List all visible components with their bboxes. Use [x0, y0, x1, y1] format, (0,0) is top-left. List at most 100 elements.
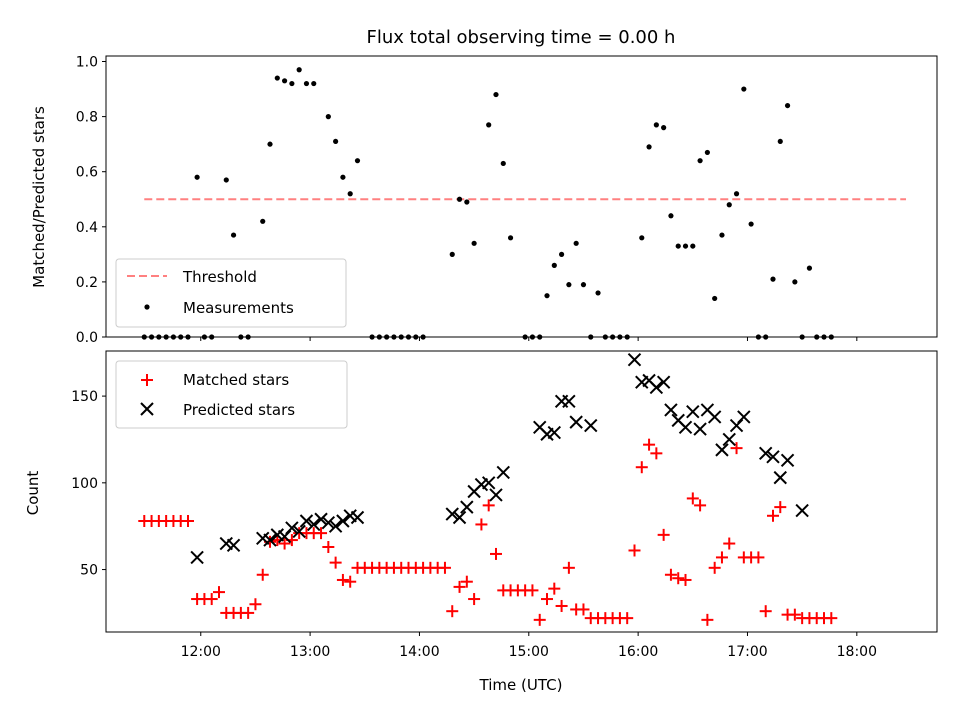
top-legend-box — [115, 258, 347, 328]
predicted-stars-point — [773, 470, 787, 485]
measurement-point — [668, 213, 674, 219]
legend-measurements-label: Measurements — [183, 299, 294, 317]
measurement-point — [784, 102, 791, 109]
predicted-stars-point — [190, 550, 204, 565]
matched-stars-point — [460, 575, 473, 588]
matched-stars-point — [628, 544, 641, 557]
predicted-stars-point — [766, 450, 780, 464]
matched-stars-point — [562, 561, 575, 574]
predicted-stars-point — [292, 524, 306, 539]
predicted-stars-point — [656, 375, 671, 389]
legend-threshold-label: Threshold — [182, 268, 257, 286]
matched-stars-point — [446, 605, 459, 618]
matched-stars-point — [621, 612, 634, 625]
measurement-point — [471, 240, 477, 246]
measurement-point — [456, 196, 463, 202]
measurement-point — [653, 122, 659, 128]
measurement-point — [682, 243, 689, 249]
matched-stars-point — [650, 447, 663, 460]
bottom-y-tick-label: 150 — [71, 389, 98, 405]
measurement-point — [464, 199, 470, 205]
predicted-stars-point — [737, 410, 751, 424]
measurement-point — [646, 144, 652, 150]
matched-stars-point — [468, 593, 481, 606]
measurement-point — [661, 125, 667, 131]
matched-stars-point — [548, 582, 561, 595]
measurement-point — [260, 218, 266, 224]
matched-stars-point — [774, 501, 787, 514]
predicted-stars-point — [649, 380, 664, 395]
predicted-stars-point — [795, 503, 809, 518]
legend-predicted-swatch — [140, 402, 154, 416]
matched-stars-point — [526, 584, 539, 597]
legend-matched-swatch — [141, 374, 153, 386]
matched-stars-point — [482, 499, 495, 512]
matched-stars-point — [672, 572, 685, 585]
predicted-stars-point — [307, 517, 321, 532]
measurement-point — [741, 86, 747, 92]
matched-stars-point — [577, 603, 590, 616]
bottom-y-tick-label: 100 — [71, 476, 98, 492]
matched-stars-point — [555, 599, 568, 612]
predicted-stars-point — [328, 519, 343, 533]
measurement-point — [194, 174, 200, 180]
bottom-x-axis: 12:00 13:00 14:00 15:00 16:00 17:00 18:00 — [181, 632, 877, 660]
predicted-stars-point — [460, 500, 474, 514]
measurement-point — [770, 276, 776, 282]
top-y-tick-label: 0.8 — [76, 110, 98, 126]
top-y-tick-label: 0.0 — [76, 330, 98, 346]
top-y-tick-label: 0.6 — [76, 165, 98, 181]
matched-stars-point — [788, 608, 801, 621]
matched-stars-point — [715, 551, 728, 564]
predicted-stars-point — [715, 443, 729, 457]
predicted-stars-point — [627, 352, 642, 367]
x-tick-label: 12:00 — [181, 644, 221, 660]
measurement-point — [354, 158, 361, 164]
predicted-stars-point — [489, 488, 503, 502]
bottom-plot-area — [138, 352, 838, 626]
matched-stars-point — [489, 547, 502, 560]
measurement-point — [806, 265, 813, 271]
matched-stars-point — [249, 598, 262, 611]
predicted-stars-point — [336, 514, 350, 528]
measurement-point — [303, 80, 310, 87]
matched-stars-point — [664, 568, 677, 581]
matched-stars-point — [242, 606, 255, 619]
matched-stars-point — [708, 561, 721, 574]
top-x-axis — [200, 337, 858, 341]
predicted-stars-point — [584, 418, 598, 433]
measurement-point — [296, 67, 302, 73]
predicted-stars-point — [496, 465, 510, 480]
measurement-point — [493, 91, 499, 98]
x-tick-label: 16:00 — [618, 644, 658, 660]
matched-stars-point — [453, 580, 466, 593]
measurement-point — [719, 232, 725, 238]
x-tick-label: 17:00 — [727, 644, 767, 660]
measurement-point — [697, 158, 703, 164]
measurement-point — [675, 243, 681, 249]
measurement-point — [777, 138, 783, 145]
top-plot-area — [141, 67, 907, 340]
measurement-point — [340, 174, 346, 180]
matched-stars-point — [752, 551, 765, 564]
measurement-point — [274, 75, 280, 81]
predicted-stars-point — [481, 476, 496, 490]
x-tick-label: 15:00 — [509, 644, 549, 660]
x-tick-label: 13:00 — [290, 644, 330, 660]
matched-stars-point — [278, 537, 291, 550]
measurement-point — [347, 191, 353, 197]
matched-stars-point — [438, 561, 451, 574]
matched-stars-point — [336, 573, 349, 586]
predicted-stars-point — [285, 521, 299, 535]
measurement-point — [704, 149, 710, 156]
measurement-point — [573, 240, 579, 246]
bottom-y-tick-label: 50 — [80, 563, 98, 579]
top-legend: Threshold Measurements — [115, 258, 347, 328]
predicted-stars-point — [226, 538, 241, 552]
bottom-legend-box — [115, 360, 348, 429]
measurement-point — [639, 235, 645, 241]
top-axes-frame — [105, 55, 938, 338]
measurement-point — [551, 262, 557, 268]
